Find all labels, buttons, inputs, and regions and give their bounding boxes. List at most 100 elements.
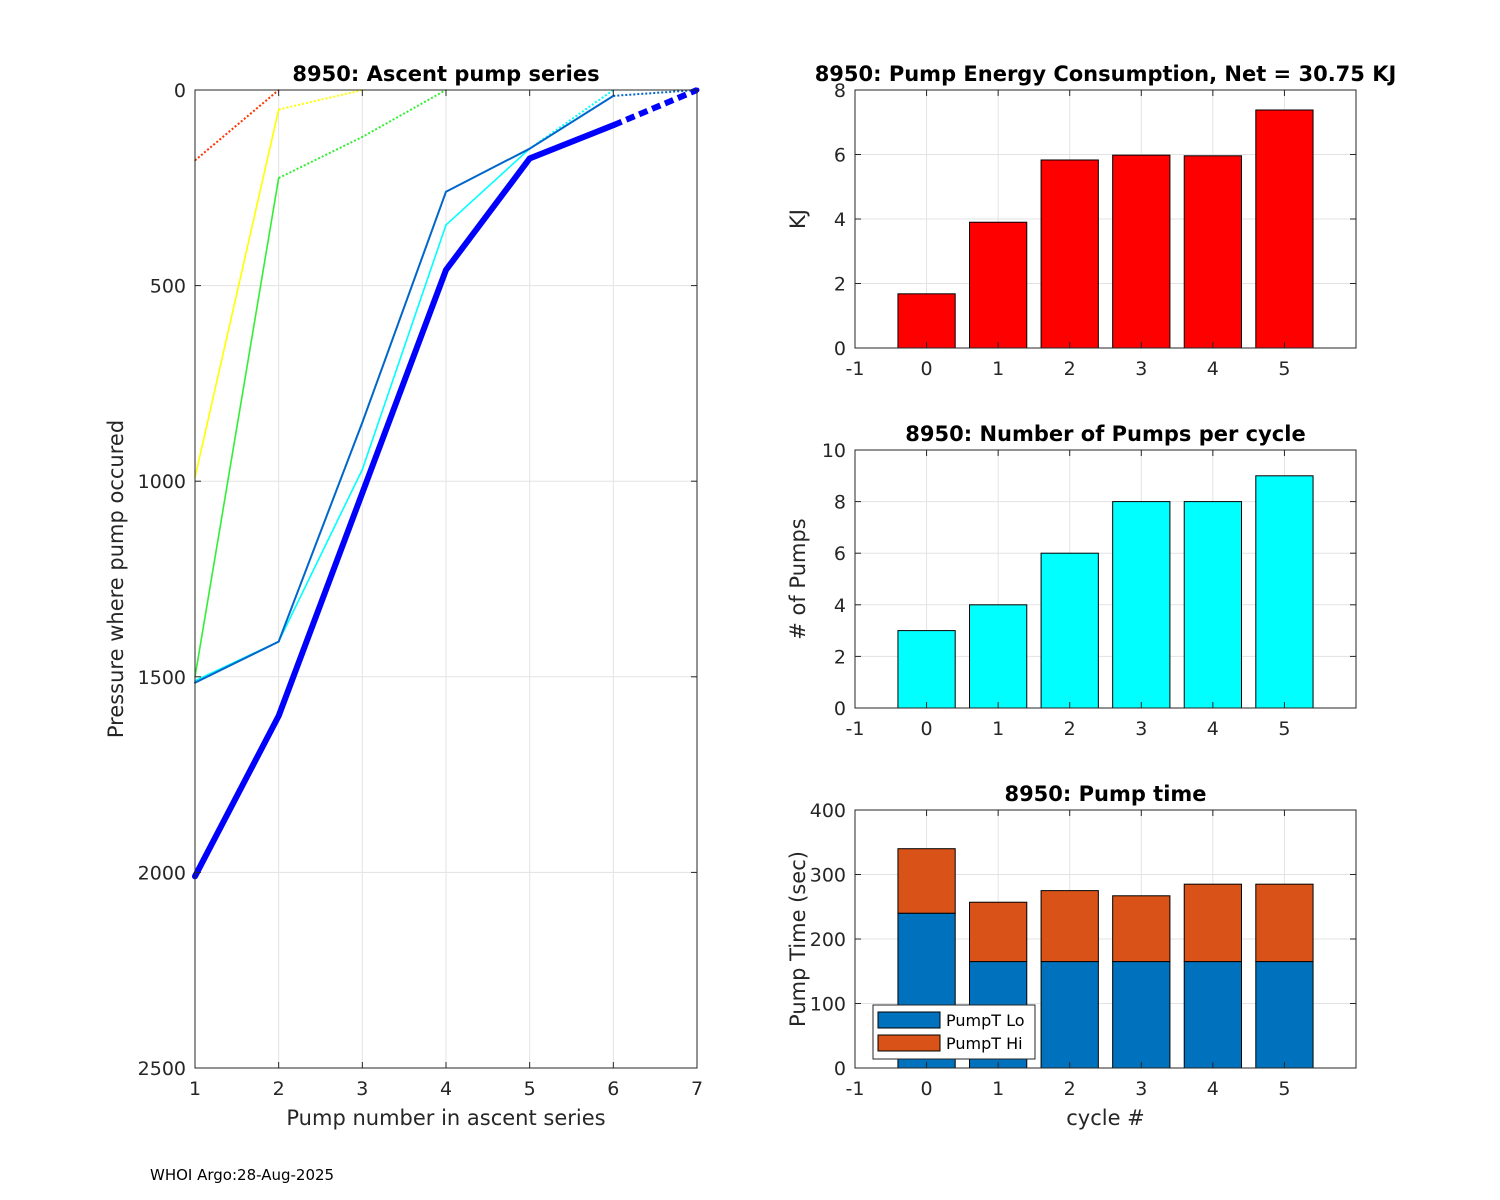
y-tick-label: 500 (150, 276, 186, 298)
x-tick-label: 3 (1135, 718, 1147, 740)
y-tick-label: 4 (834, 209, 846, 231)
bar (1040, 159, 1099, 349)
x-tick-label: 2 (273, 1078, 285, 1100)
bar-pumpt-hi (897, 848, 956, 914)
series-line (194, 108, 280, 479)
x-tick-label: 5 (1278, 358, 1290, 380)
legend-swatch (877, 1034, 941, 1052)
y-tick-label: 300 (810, 865, 846, 887)
bar (1183, 501, 1242, 709)
bar-pumpt-hi (1040, 890, 1099, 963)
bar (1112, 501, 1171, 709)
bar (1040, 552, 1099, 709)
y-tick-label: 0 (174, 80, 186, 102)
y-axis-label: Pressure where pump occured (104, 420, 128, 738)
series-line (194, 94, 615, 684)
x-tick-label: 1 (992, 358, 1004, 380)
y-tick-label: 1500 (138, 667, 186, 689)
x-tick-label: 4 (1207, 1078, 1219, 1100)
chart-title: 8950: Pump time (1004, 782, 1206, 806)
series-point (445, 190, 447, 193)
series-point (610, 122, 616, 128)
series-point (277, 640, 280, 643)
bar (1183, 155, 1242, 349)
y-tick-label: 10 (822, 440, 846, 462)
bar-pumpt-lo (1255, 961, 1314, 1069)
x-tick-label: 5 (1278, 1078, 1290, 1100)
legend-swatch (877, 1011, 941, 1029)
legend-label: PumpT Hi (946, 1034, 1023, 1053)
x-tick-label: 4 (1207, 358, 1219, 380)
x-tick-label: 3 (1135, 1078, 1147, 1100)
series-line-extrapolated (612, 87, 699, 128)
bar (1255, 109, 1314, 349)
bar (969, 604, 1028, 709)
y-axis-label: # of Pumps (786, 518, 810, 640)
x-tick-label: 1 (992, 718, 1004, 740)
bar-pumpt-hi (1255, 883, 1314, 963)
y-tick-label: 8 (834, 80, 846, 102)
series-line (192, 122, 617, 880)
bar (1255, 475, 1314, 709)
x-tick-label: 1 (189, 1078, 201, 1100)
bar (897, 630, 956, 709)
x-tick-label: 0 (921, 718, 933, 740)
x-tick-label: 5 (1278, 718, 1290, 740)
legend-label: PumpT Lo (946, 1011, 1025, 1030)
y-tick-label: 2000 (138, 862, 186, 884)
y-tick-label: 200 (810, 929, 846, 951)
y-tick-label: 6 (834, 543, 846, 565)
series-point (359, 490, 365, 496)
x-tick-label: -1 (846, 1078, 865, 1100)
series-line-extrapolated (613, 89, 698, 97)
y-tick-label: 2 (834, 646, 846, 668)
x-tick-label: 5 (524, 1078, 536, 1100)
x-tick-label: 3 (356, 1078, 368, 1100)
x-tick-label: 2 (1064, 358, 1076, 380)
series-point (361, 421, 364, 424)
y-tick-label: 6 (834, 145, 846, 167)
y-tick-label: 8 (834, 492, 846, 514)
x-tick-label: 2 (1064, 718, 1076, 740)
x-tick-label: 2 (1064, 1078, 1076, 1100)
series-point (277, 177, 280, 179)
series-point (277, 108, 280, 111)
series-point (445, 224, 447, 226)
chart-title: 8950: Pump Energy Consumption, Net = 30.… (815, 62, 1397, 86)
x-tick-label: 0 (921, 1078, 933, 1100)
plot-frame (854, 449, 1357, 709)
x-tick-label: 7 (691, 1078, 703, 1100)
x-tick-label: 3 (1135, 358, 1147, 380)
chart-title: 8950: Ascent pump series (292, 62, 599, 86)
y-tick-label: 2 (834, 274, 846, 296)
y-tick-label: 400 (810, 800, 846, 822)
bar-pumpt-lo (1040, 961, 1099, 1069)
bar-pumpt-hi (969, 901, 1028, 963)
series-point (527, 155, 533, 161)
bar-pumpt-lo (1183, 961, 1242, 1069)
bar (969, 221, 1028, 349)
x-tick-label: 1 (992, 1078, 1004, 1100)
y-tick-label: 4 (834, 595, 846, 617)
bar-pumpt-lo (1112, 961, 1171, 1069)
x-tick-label: 6 (607, 1078, 619, 1100)
x-tick-label: -1 (846, 358, 865, 380)
series-point (443, 267, 449, 273)
x-tick-label: 4 (440, 1078, 452, 1100)
series-line-extrapolated (194, 89, 280, 162)
series-point (276, 713, 282, 719)
bar-pumpt-hi (1183, 883, 1242, 963)
y-tick-label: 100 (810, 994, 846, 1016)
bar-pumpt-hi (1112, 895, 1171, 963)
series-point (361, 136, 364, 138)
x-tick-label: 0 (921, 358, 933, 380)
bar (897, 293, 956, 349)
footer-text: WHOI Argo:28-Aug-2025 (150, 1166, 335, 1184)
series-line (194, 177, 280, 678)
y-axis-label: KJ (786, 209, 810, 229)
series-line-extrapolated (278, 89, 363, 111)
series-point (528, 147, 531, 150)
y-tick-label: 0 (834, 1058, 846, 1080)
series-point (361, 468, 364, 471)
